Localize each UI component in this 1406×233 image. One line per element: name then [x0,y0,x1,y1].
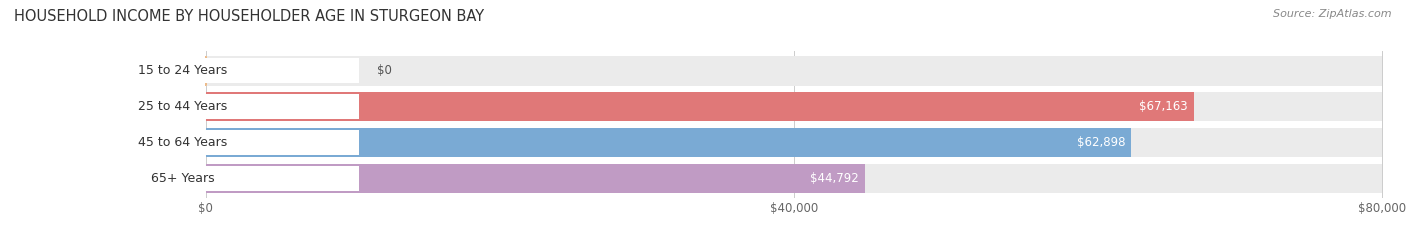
Text: 15 to 24 Years: 15 to 24 Years [138,65,226,77]
Text: $62,898: $62,898 [1077,136,1125,149]
Text: $44,792: $44,792 [810,172,859,185]
Text: $0: $0 [377,65,391,77]
Bar [205,92,1194,121]
Bar [205,128,1382,157]
Text: HOUSEHOLD INCOME BY HOUSEHOLDER AGE IN STURGEON BAY: HOUSEHOLD INCOME BY HOUSEHOLDER AGE IN S… [14,9,484,24]
Bar [6,94,359,119]
Bar [205,128,1130,157]
Text: $67,163: $67,163 [1139,100,1188,113]
Bar [205,164,865,193]
Bar [6,130,359,155]
Text: 65+ Years: 65+ Years [150,172,214,185]
Bar [205,164,1382,193]
Bar [6,166,359,191]
Bar [205,56,1382,86]
Text: Source: ZipAtlas.com: Source: ZipAtlas.com [1274,9,1392,19]
Text: 45 to 64 Years: 45 to 64 Years [138,136,226,149]
Bar [205,92,1382,121]
Bar [6,58,359,83]
Text: 25 to 44 Years: 25 to 44 Years [138,100,226,113]
